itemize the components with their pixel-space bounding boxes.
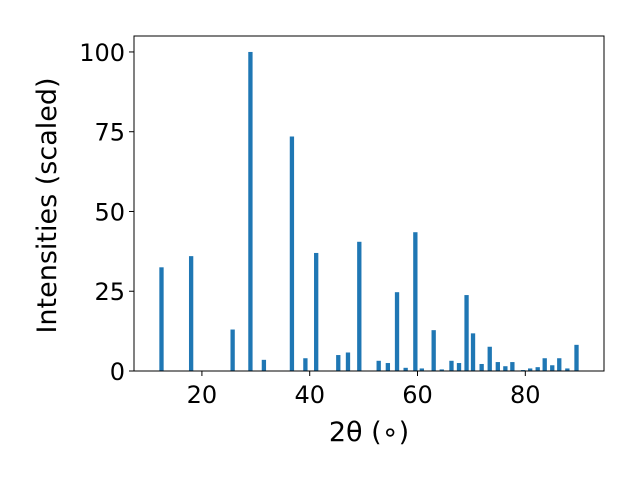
y-tick-label: 0 bbox=[110, 358, 125, 386]
y-axis-label: Intensities (scaled) bbox=[32, 77, 63, 333]
bar bbox=[230, 329, 235, 371]
plot-frame bbox=[133, 35, 605, 372]
x-axis-ticks: 20 40 60 80 bbox=[187, 371, 541, 409]
y-axis-ticks: 0 25 50 75 100 bbox=[79, 39, 134, 386]
bar bbox=[314, 252, 319, 371]
bars-group bbox=[159, 51, 579, 371]
bar bbox=[289, 136, 295, 371]
bar bbox=[487, 346, 492, 371]
bar bbox=[528, 368, 533, 371]
x-tick-label: 40 bbox=[294, 381, 325, 409]
bar bbox=[510, 362, 515, 371]
y-tick-label: 25 bbox=[94, 278, 125, 306]
bar bbox=[357, 241, 362, 371]
bar bbox=[542, 358, 547, 371]
bar bbox=[419, 368, 424, 371]
y-tick-label: 100 bbox=[79, 39, 125, 67]
bar bbox=[565, 368, 570, 371]
bar bbox=[345, 352, 351, 371]
bar bbox=[376, 360, 381, 371]
bar bbox=[464, 295, 469, 371]
bar bbox=[439, 369, 444, 371]
bar bbox=[261, 359, 267, 371]
bar bbox=[303, 358, 308, 371]
bar bbox=[188, 256, 194, 371]
bar bbox=[336, 355, 341, 371]
y-tick-label: 75 bbox=[94, 119, 125, 147]
bar bbox=[403, 367, 408, 371]
bar bbox=[550, 365, 555, 371]
bar bbox=[248, 51, 253, 371]
bar bbox=[431, 330, 436, 371]
bar bbox=[495, 362, 500, 371]
bar bbox=[456, 363, 462, 371]
bar bbox=[535, 367, 540, 371]
x-axis-label: 2θ (∘) bbox=[329, 417, 409, 448]
bar bbox=[574, 344, 579, 371]
bar bbox=[557, 358, 562, 371]
bar bbox=[394, 292, 400, 371]
bar bbox=[479, 363, 484, 371]
bar bbox=[503, 366, 508, 371]
x-tick-label: 80 bbox=[510, 381, 541, 409]
bar bbox=[159, 267, 164, 371]
bar bbox=[385, 363, 391, 371]
bar bbox=[413, 232, 418, 371]
bar bbox=[470, 333, 476, 371]
x-tick-label: 60 bbox=[402, 381, 433, 409]
x-tick-label: 20 bbox=[187, 381, 218, 409]
y-tick-label: 50 bbox=[94, 198, 125, 226]
bar bbox=[449, 360, 454, 371]
